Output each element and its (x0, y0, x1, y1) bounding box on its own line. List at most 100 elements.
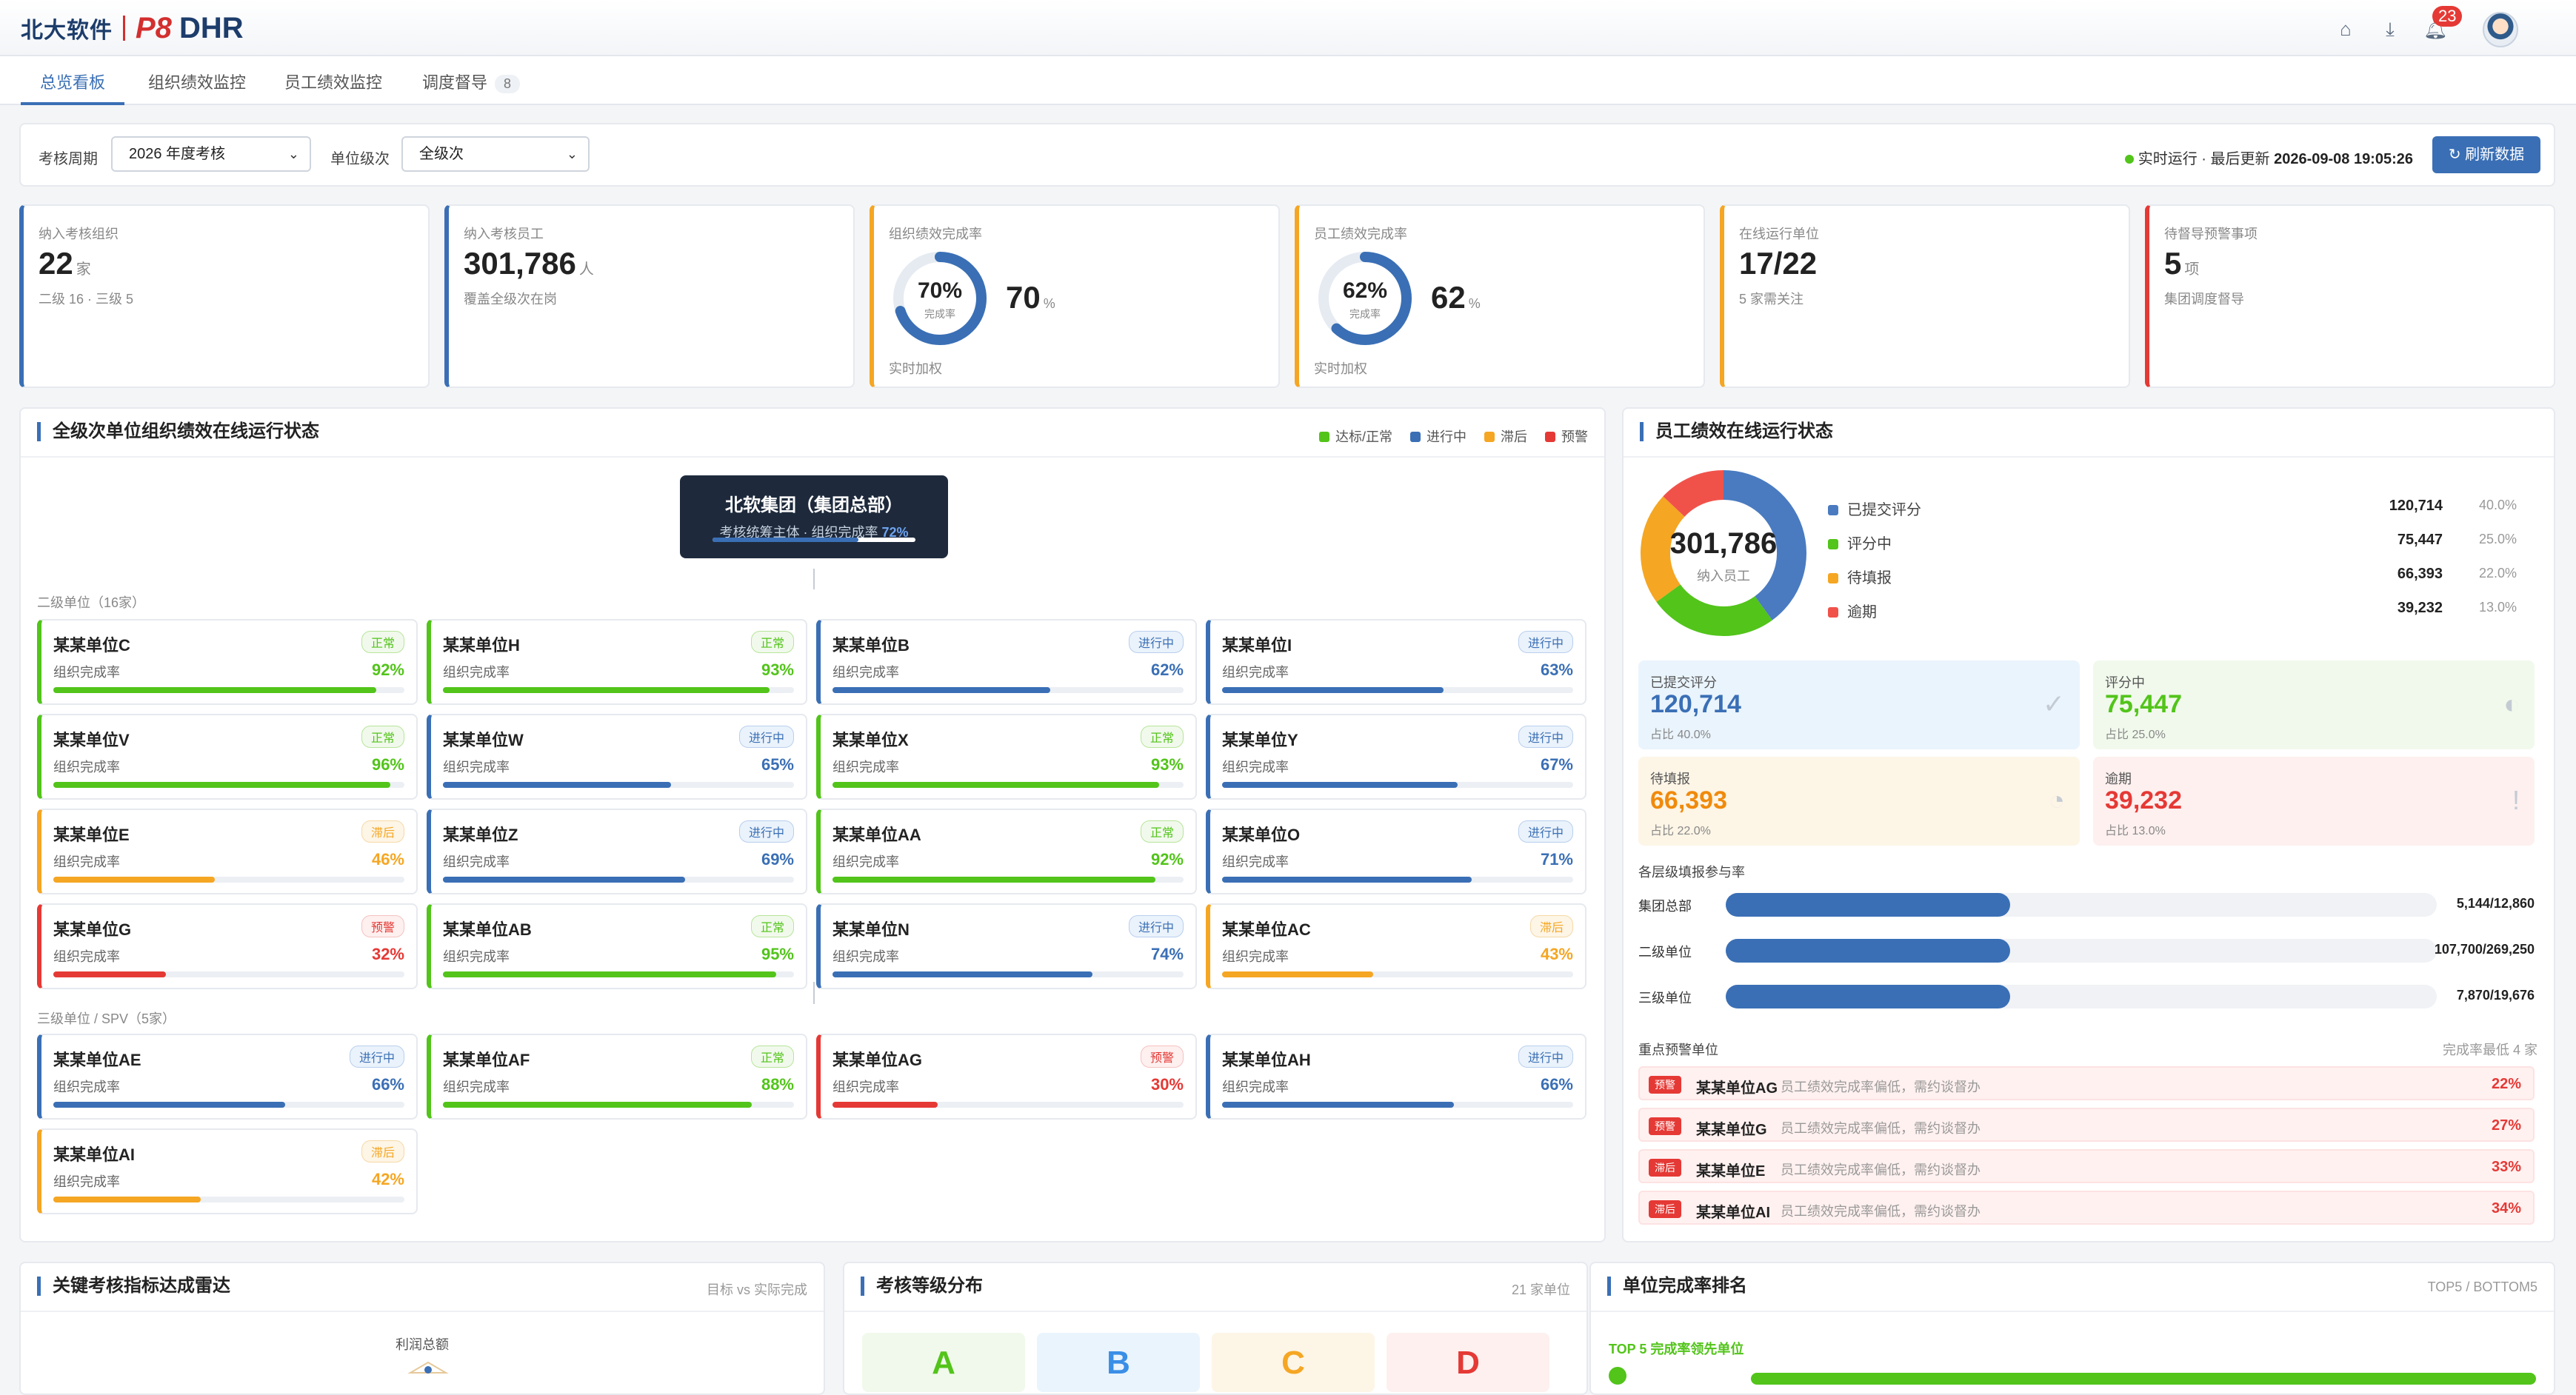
alert-percent: 34% (2491, 1200, 2521, 1217)
unit-metric-label: 组织完成率 (443, 760, 510, 775)
status-stat-card[interactable]: 已提交评分 120,714 占比 40.0% ✓ (1638, 660, 2080, 749)
grade-card[interactable]: D (1387, 1333, 1549, 1392)
unit-card[interactable]: 某某单位X 正常 组织完成率 93% (816, 714, 1197, 800)
unit-metric-label: 组织完成率 (443, 1080, 510, 1094)
grade-card[interactable]: B (1037, 1333, 1200, 1392)
unit-progress-fill (53, 877, 216, 883)
tab-org-performance[interactable]: 组织绩效监控 (148, 70, 246, 105)
unit-card[interactable]: 某某单位AA 正常 组织完成率 92% (816, 809, 1197, 894)
alert-row[interactable]: 预警 某某单位AG 员工绩效完成率偏低，需约谈督办 22% (1638, 1066, 2535, 1100)
status-badge: 进行中 (738, 820, 794, 843)
unit-metric-label: 组织完成率 (832, 1080, 899, 1094)
home-icon[interactable]: ⌂ (2340, 18, 2352, 40)
unit-card[interactable]: 某某单位O 进行中 组织完成率 71% (1206, 809, 1586, 894)
unit-card[interactable]: 某某单位W 进行中 组织完成率 65% (427, 714, 807, 800)
stat-percent: 占比 40.0% (1650, 729, 1711, 741)
tab-employee-performance[interactable]: 员工绩效监控 (284, 70, 382, 105)
kpi-card[interactable]: 组织绩效完成率 70% 完成率 70% 实时加权 (870, 204, 1280, 388)
unit-card[interactable]: 某某单位AC 滞后 组织完成率 43% (1206, 903, 1586, 989)
kpi-card[interactable]: 纳入考核员工 301,786 人覆盖全级次在岗 (444, 204, 855, 388)
kpi-sub: 二级 16 · 三级 5 (39, 292, 134, 307)
unit-percent: 67% (1540, 755, 1573, 774)
unit-progress-fill (443, 782, 672, 788)
status-badge: 正常 (361, 631, 404, 653)
unit-card[interactable]: 某某单位G 预警 组织完成率 32% (37, 903, 418, 989)
unit-card[interactable]: 某某单位E 滞后 组织完成率 46% (37, 809, 418, 894)
participation-bar (1726, 893, 2437, 917)
legend-value: 120,714 (2389, 498, 2443, 514)
alert-row[interactable]: 预警 某某单位G 员工绩效完成率偏低，需约谈督办 27% (1638, 1108, 2535, 1142)
unit-metric-label: 组织完成率 (53, 1174, 120, 1189)
tab-dispatch-supervision[interactable]: 调度督导 8 (422, 70, 521, 105)
grade-card[interactable]: A (862, 1333, 1025, 1392)
hq-node[interactable]: 北软集团（集团总部） 考核统筹主体 · 组织完成率 72% (680, 475, 948, 558)
unit-name: 某某单位AE (53, 1051, 141, 1069)
unit-card[interactable]: 某某单位AF 正常 组织完成率 88% (427, 1034, 807, 1120)
brand-logo[interactable]: 北大软件 P8 DHR (21, 12, 244, 44)
unit-card[interactable]: 某某单位B 进行中 组织完成率 62% (816, 619, 1197, 705)
unit-metric-label: 组织完成率 (53, 949, 120, 964)
unit-progress (832, 782, 1184, 788)
legend-swatch (1484, 432, 1495, 442)
alert-percent: 22% (2491, 1076, 2521, 1092)
avatar[interactable] (2483, 12, 2518, 47)
download-icon[interactable]: ⤓ (2386, 18, 2395, 40)
unit-card[interactable]: 某某单位V 正常 组织完成率 96% (37, 714, 418, 800)
status-stat-card[interactable]: 待填报 66,393 占比 22.0% ◔ (1638, 757, 2080, 846)
status-stat-card[interactable]: 逾期 39,232 占比 13.0%! (2093, 757, 2535, 846)
panel-title: 关键考核指标达成雷达 (37, 1277, 230, 1296)
unit-card[interactable]: 某某单位Y 进行中 组织完成率 67% (1206, 714, 1586, 800)
unit-card[interactable]: 某某单位Z 进行中 组织完成率 69% (427, 809, 807, 894)
kpi-card[interactable]: 待督导预警事项 5 项集团调度督导 (2145, 204, 2555, 388)
unit-card[interactable]: 某某单位H 正常 组织完成率 93% (427, 619, 807, 705)
brand-p8: P8 (136, 11, 172, 44)
donut-legend-row: 逾期 39,232 13.0% (1828, 600, 2517, 622)
unit-card[interactable]: 某某单位AI 滞后 组织完成率 42% (37, 1128, 418, 1214)
status-stat-card[interactable]: 评分中 75,447 占比 25.0% ◐ (2093, 660, 2535, 749)
kpi-label: 待督导预警事项 (2164, 227, 2258, 241)
kpi-card[interactable]: 员工绩效完成率 62% 完成率 62% 实时加权 (1295, 204, 1705, 388)
brand-dhr: DHR (178, 11, 244, 44)
alert-row[interactable]: 滞后 某某单位AI 员工绩效完成率偏低，需约谈督办 34% (1638, 1191, 2535, 1225)
status-badge: 进行中 (1518, 726, 1573, 748)
unit-card[interactable]: 某某单位C 正常 组织完成率 92% (37, 619, 418, 705)
legend-item: 预警 (1545, 426, 1588, 446)
level-select[interactable]: 全级次 ⌄ (401, 136, 590, 172)
unit-card[interactable]: 某某单位AE 进行中 组织完成率 66% (37, 1034, 418, 1120)
unit-card[interactable]: 某某单位N 进行中 组织完成率 74% (816, 903, 1197, 989)
live-dot-icon (2124, 155, 2134, 164)
grade-card[interactable]: C (1212, 1333, 1375, 1392)
unit-percent: 62% (1150, 660, 1184, 679)
tab-overview[interactable]: 总览看板 (21, 70, 125, 105)
kpi-value-text: 22 (39, 246, 73, 281)
participation-level: 集团总部 (1638, 899, 1692, 914)
unit-card[interactable]: 某某单位AH 进行中 组织完成率 66% (1206, 1034, 1586, 1120)
alert-row[interactable]: 滞后 某某单位E 员工绩效完成率偏低，需约谈督办 33% (1638, 1149, 2535, 1183)
unit-card[interactable]: 某某单位AB 正常 组织完成率 95% (427, 903, 807, 989)
stat-percent: 占比 22.0% (1650, 825, 1711, 837)
kpi-card[interactable]: 在线运行单位 17/22 5 家需关注 (1720, 204, 2130, 388)
period-select[interactable]: 2026 年度考核 ⌄ (111, 136, 311, 172)
kpi-card[interactable]: 纳入考核组织 22 家二级 16 · 三级 5 (19, 204, 430, 388)
participation-level: 二级单位 (1638, 945, 1692, 960)
radar-axis-label: 利润总额 (396, 1337, 449, 1352)
alert-tag: 预警 (1649, 1117, 1681, 1135)
refresh-button[interactable]: ↻ 刷新数据 (2432, 136, 2540, 173)
donut-hole (1672, 501, 1775, 605)
unit-card[interactable]: 某某单位AG 预警 组织完成率 30% (816, 1034, 1197, 1120)
legend-value: 75,447 (2397, 532, 2443, 548)
status-badge: 滞后 (1529, 915, 1573, 937)
hq-rate: 72% (881, 525, 909, 540)
legend-value: 39,232 (2397, 600, 2443, 616)
legend-percent: 40.0% (2478, 498, 2517, 512)
unit-progress (832, 971, 1184, 977)
donut-legend-row: 评分中 75,447 25.0% (1828, 532, 2517, 554)
hq-sub: 考核统筹主体 · 组织完成率 72% (680, 522, 948, 541)
kpi-sub: 集团调度督导 (2164, 292, 2244, 307)
unit-card[interactable]: 某某单位I 进行中 组织完成率 63% (1206, 619, 1586, 705)
status-badge: 预警 (1140, 1046, 1184, 1068)
unit-progress (53, 1197, 404, 1202)
unit-progress-fill (1222, 877, 1472, 883)
participation-row: 集团总部 5,144/12,860 (1638, 890, 2535, 920)
